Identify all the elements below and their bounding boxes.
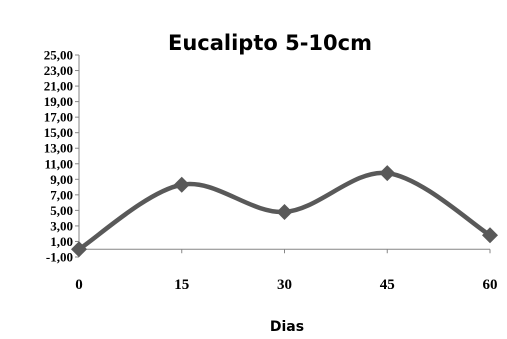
data-point xyxy=(174,177,190,193)
y-tick-label: 19,00 xyxy=(44,94,73,109)
x-axis-label: Dias xyxy=(270,319,304,335)
x-tick-label: 60 xyxy=(483,277,498,293)
data-markers xyxy=(71,165,498,257)
x-tick-label: 15 xyxy=(174,277,189,293)
y-tick-label: 9,00 xyxy=(50,172,73,187)
data-point xyxy=(379,165,395,181)
y-tick-label: 15,00 xyxy=(44,125,73,140)
y-tick-label: 13,00 xyxy=(44,141,73,156)
x-tick-label: 30 xyxy=(277,277,292,293)
data-point xyxy=(277,204,293,220)
y-tick-label: 5,00 xyxy=(50,203,73,218)
x-tick-label: 0 xyxy=(75,277,83,293)
x-axis: 0 15 30 45 60 xyxy=(75,249,497,293)
y-tick-label: 11,00 xyxy=(44,156,73,171)
y-tick-label: 3,00 xyxy=(50,218,73,233)
y-tick-label: 17,00 xyxy=(44,110,73,125)
y-tick-label: 25,00 xyxy=(44,48,73,63)
x-tick-label: 45 xyxy=(380,277,395,293)
y-axis: 25,0023,0021,0019,0017,0015,0013,0011,00… xyxy=(44,48,79,265)
y-tick-label: 1,00 xyxy=(50,234,73,249)
chart-title: Eucalipto 5-10cm xyxy=(168,31,372,55)
y-tick-label: 21,00 xyxy=(44,79,73,94)
y-tick-label: -1,00 xyxy=(46,250,73,265)
y-tick-label: 23,00 xyxy=(44,63,73,78)
y-tick-label: 7,00 xyxy=(50,187,73,202)
